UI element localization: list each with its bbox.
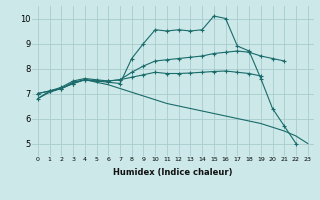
X-axis label: Humidex (Indice chaleur): Humidex (Indice chaleur) xyxy=(113,168,233,177)
